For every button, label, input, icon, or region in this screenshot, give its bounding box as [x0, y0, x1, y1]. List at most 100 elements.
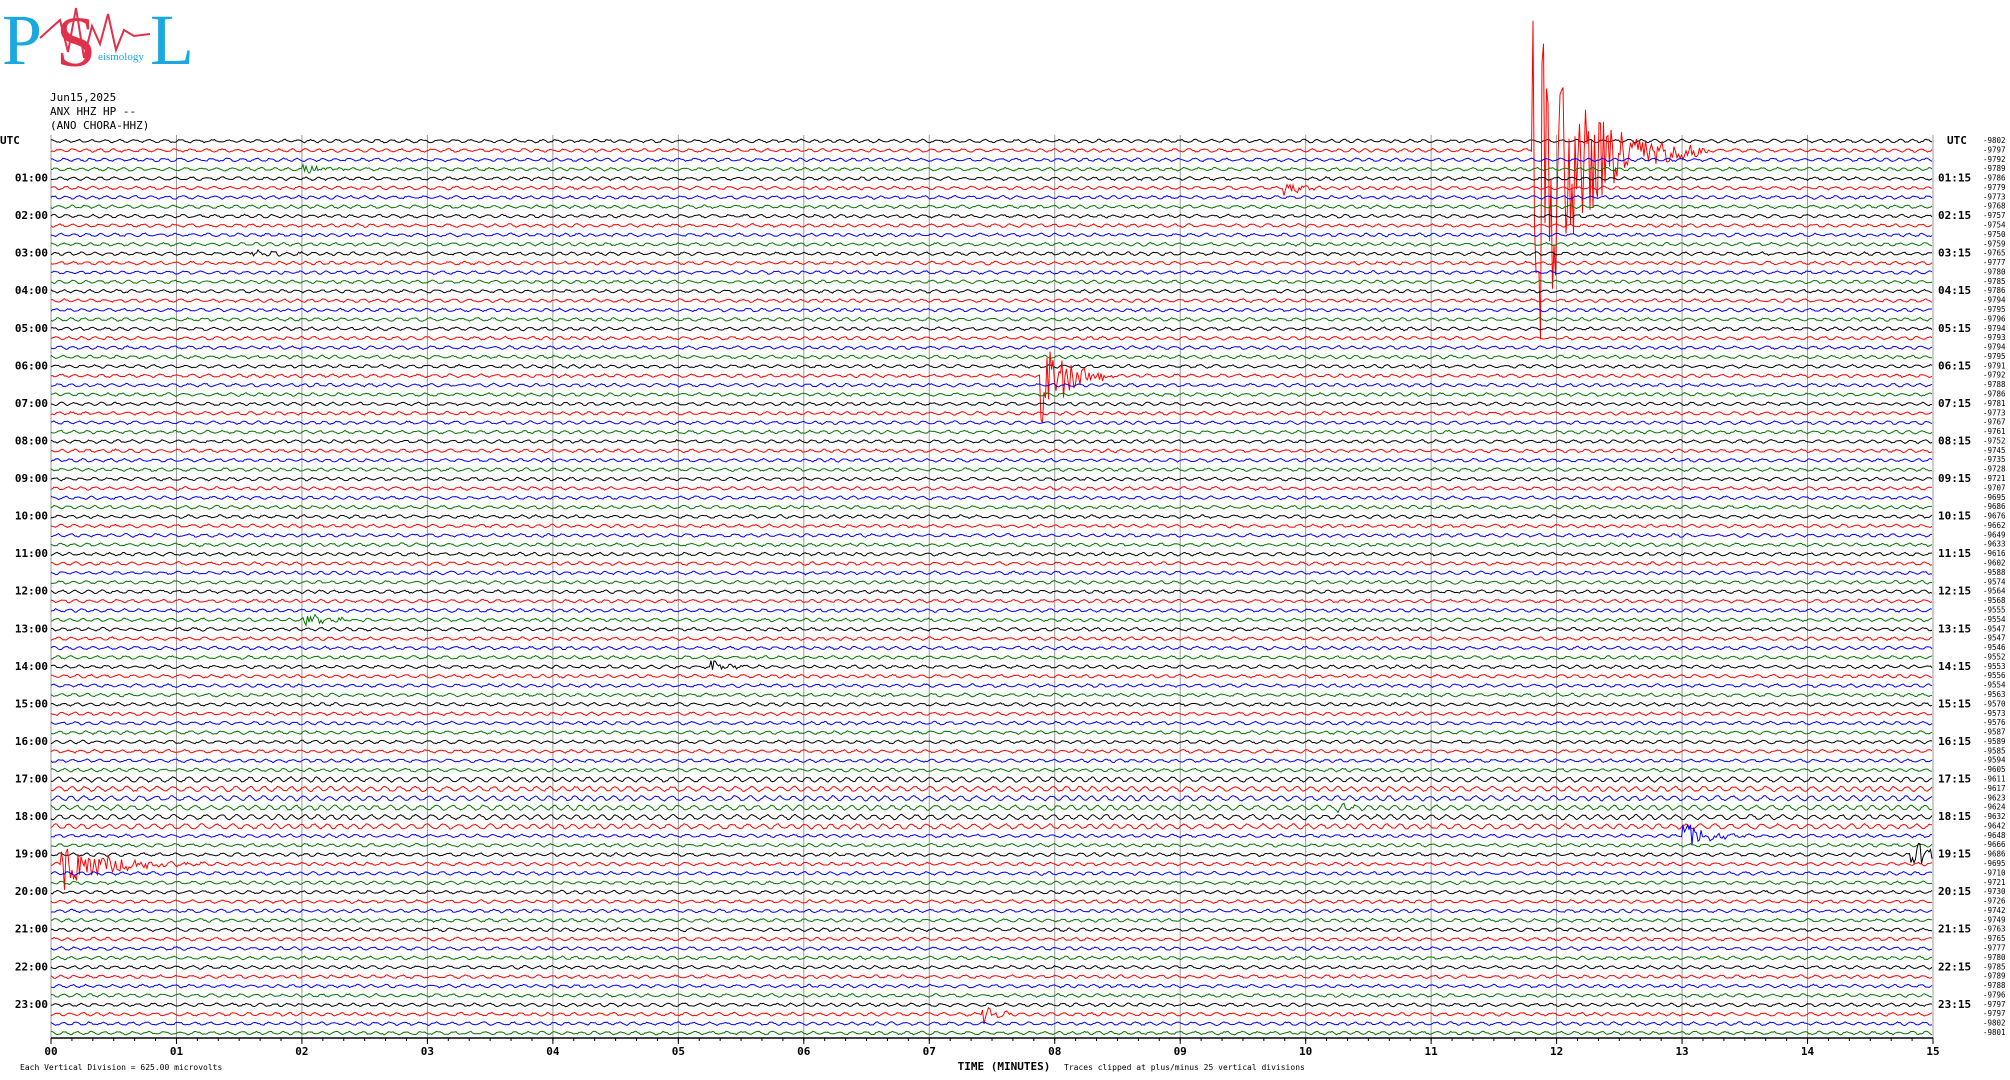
offset-label: -9611 — [1983, 774, 2006, 783]
trace — [50, 476, 1933, 482]
offset-label: -9789 — [1983, 972, 2006, 981]
hour-label: 01:15 — [1938, 172, 1971, 185]
offset-label: -9802 — [1983, 136, 2006, 145]
hour-label: 06:00 — [15, 359, 48, 372]
trace — [50, 307, 1932, 313]
logo-subtitle: eismology — [98, 51, 144, 63]
offset-label: -9759 — [1983, 239, 2006, 248]
hour-label: 04:15 — [1938, 284, 1971, 297]
x-tick-label: 03 — [421, 1045, 434, 1058]
offset-label: -9765 — [1983, 934, 2006, 943]
offset-label: -9546 — [1983, 643, 2006, 652]
trace — [50, 660, 1933, 671]
offset-label: -9568 — [1983, 596, 2006, 605]
offset-label: -9587 — [1983, 728, 2006, 737]
trace — [50, 457, 1933, 463]
hour-label: 14:15 — [1938, 660, 1971, 673]
logo-letter: L — [150, 0, 194, 80]
x-tick-label: 15 — [1926, 1045, 1939, 1058]
trace — [50, 598, 1933, 604]
logo-letter: P — [2, 0, 42, 80]
x-tick-label: 04 — [546, 1045, 560, 1058]
scale-note: Each Vertical Division = 625.00 microvol… — [20, 1063, 222, 1072]
offset-label: -9796 — [1983, 990, 2006, 999]
x-tick-label: 00 — [44, 1045, 57, 1058]
trace — [50, 241, 1933, 247]
trace — [50, 579, 1933, 585]
trace — [50, 848, 1933, 890]
offset-label: -9792 — [1983, 155, 2006, 164]
hour-label: 20:15 — [1938, 885, 1971, 898]
offset-label: -9686 — [1983, 850, 2006, 859]
trace — [50, 176, 1933, 182]
trace — [50, 270, 1933, 275]
offset-label: -9707 — [1983, 483, 2006, 492]
clip-note: Traces clipped at plus/minus 25 vertical… — [1064, 1063, 1305, 1072]
hour-label: 09:00 — [15, 472, 48, 485]
trace — [50, 739, 1933, 745]
trace — [50, 194, 1933, 200]
offset-label: -9745 — [1983, 446, 2006, 455]
offset-label: -9761 — [1983, 427, 2006, 436]
offset-label: -9785 — [1983, 962, 2006, 971]
x-tick-label: 09 — [1174, 1045, 1187, 1058]
trace — [51, 823, 1932, 846]
hour-label: 13:15 — [1938, 622, 1971, 635]
trace — [50, 410, 1933, 416]
trace — [50, 363, 1933, 369]
offset-label: -9794 — [1983, 296, 2006, 305]
trace — [50, 870, 1933, 876]
trace — [50, 720, 1933, 726]
left-axis-label: UTC — [0, 134, 20, 147]
hour-label: 10:00 — [15, 510, 48, 523]
offset-label: -9585 — [1983, 746, 2006, 755]
x-tick-label: 01 — [170, 1045, 184, 1058]
trace — [50, 899, 1933, 905]
hour-label: 17:15 — [1938, 772, 1971, 785]
trace — [50, 822, 1933, 830]
trace — [50, 504, 1932, 510]
trace — [50, 842, 1933, 865]
trace — [50, 391, 1933, 398]
offset-label: -9556 — [1983, 671, 2006, 680]
trace — [50, 20, 1933, 340]
offset-label: -9726 — [1983, 897, 2006, 906]
offset-label: -9749 — [1983, 915, 2006, 924]
trace — [50, 401, 1932, 407]
offset-label: -9552 — [1983, 652, 2006, 661]
trace — [50, 326, 1933, 332]
trace — [50, 992, 1933, 998]
offset-label: -9786 — [1983, 286, 2006, 295]
hour-label: 05:15 — [1938, 322, 1971, 335]
trace — [50, 260, 1933, 266]
traces — [50, 20, 1933, 1036]
hour-label: 19:00 — [15, 848, 48, 861]
hour-label: 03:00 — [15, 247, 48, 260]
offset-label: -9721 — [1983, 878, 2006, 887]
hour-label: 12:00 — [15, 585, 48, 598]
offset-label: -9617 — [1983, 784, 2006, 793]
trace — [50, 183, 1933, 196]
trace — [50, 692, 1933, 698]
trace — [51, 842, 1933, 848]
trace — [50, 232, 1933, 238]
offset-label: -9735 — [1983, 455, 2006, 464]
trace — [50, 204, 1933, 210]
trace — [50, 917, 1933, 923]
x-tick-label: 07 — [923, 1045, 936, 1058]
offset-label: -9563 — [1983, 690, 2006, 699]
trace — [50, 316, 1933, 322]
offset-label: -9763 — [1983, 925, 2006, 934]
trace — [50, 157, 1933, 163]
hour-label: 07:00 — [15, 397, 48, 410]
offset-label: -9553 — [1983, 662, 2006, 671]
offset-label: -9676 — [1983, 512, 2006, 521]
hour-label: 23:15 — [1938, 998, 1971, 1011]
offset-label: -9796 — [1983, 314, 2006, 323]
trace — [50, 645, 1933, 651]
date: Jun15,2025 — [50, 91, 116, 104]
hour-label: 11:15 — [1938, 547, 1971, 560]
hour-label: 02:00 — [15, 209, 48, 222]
offset-label: -9554 — [1983, 681, 2006, 690]
offset-label: -9788 — [1983, 380, 2006, 389]
